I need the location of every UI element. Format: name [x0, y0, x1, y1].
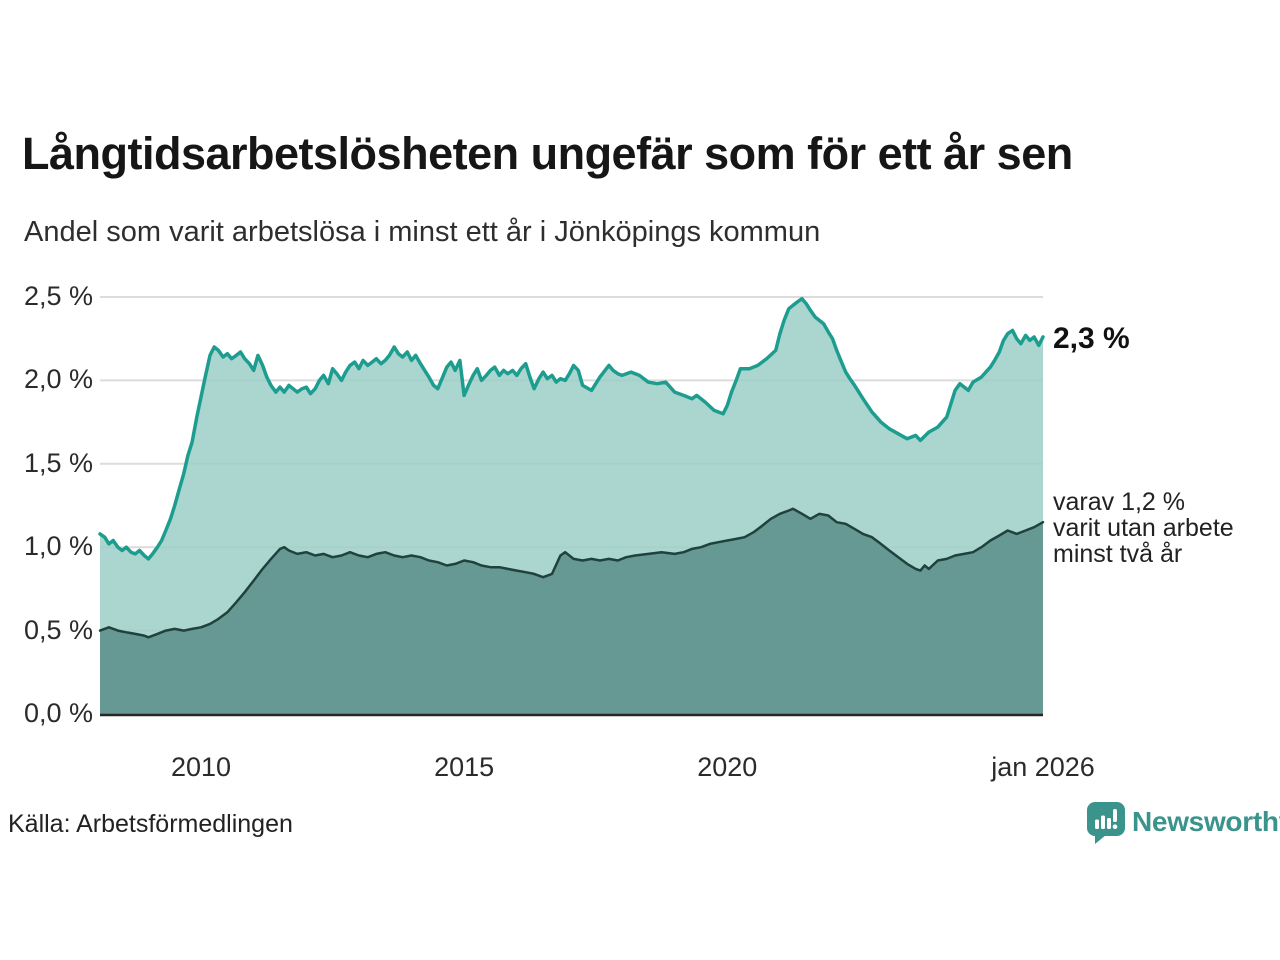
x-tick-label: 2020: [697, 752, 758, 782]
series-line: [98, 296, 1045, 561]
chart-subtitle: Andel som varit arbetslösa i minst ett å…: [24, 216, 821, 248]
speech-bubble-bar-chart-icon: [1087, 802, 1125, 844]
page-title: Långtidsarbetslösheten ungefär som för e…: [22, 128, 1073, 179]
y-tick-label: 0,5 %: [23, 614, 93, 645]
source-attribution: Källa: Arbetsförmedlingen: [8, 810, 293, 838]
y-tick-label: 2,5 %: [23, 280, 93, 311]
newsworthy-logo: Newsworthy: [1087, 802, 1280, 844]
series-end-value-label: 2,3 %: [1053, 322, 1130, 355]
y-tick-label: 1,0 %: [23, 531, 93, 562]
y-tick-label: 2,0 %: [23, 364, 93, 395]
annotation-line: varit utan arbete: [1053, 514, 1234, 542]
x-tick-label: 2015: [434, 752, 495, 782]
series-line: [98, 507, 1045, 639]
y-tick-label: 0,0 %: [23, 697, 93, 728]
series-area: [100, 508, 1043, 714]
y-tick-label: 1,5 %: [23, 447, 93, 478]
brand-wordmark: Newsworthy: [1132, 806, 1280, 837]
annotation-line: varav 1,2 %: [1053, 488, 1186, 516]
series-two-year-annotation: varav 1,2 % varit utan arbete minst två …: [1053, 489, 1234, 567]
annotation-line: minst två år: [1053, 540, 1183, 568]
x-tick-label: jan 2026: [991, 752, 1095, 782]
x-tick-label: 2010: [170, 752, 232, 782]
